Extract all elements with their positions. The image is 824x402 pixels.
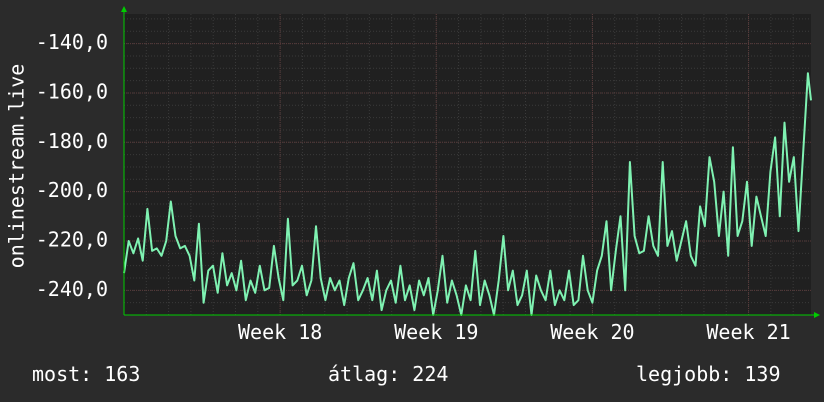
y-tick-labels: -140,0 -160,0 -180,0 -200,0 -220,0 -240,0 [36,30,108,301]
series-line [123,72,812,316]
plot-area [124,14,811,315]
x-tick-label: Week 18 [238,320,322,344]
footer-average: átlag: 224 [328,362,449,386]
x-tick-label: Week 19 [394,320,478,344]
x-tick-label: Week 20 [550,320,634,344]
x-axis-arrow-icon [814,312,820,318]
footer-now: most: 163 [32,362,141,386]
y-tick-label: -220,0 [36,227,108,251]
x-tick-label: Week 21 [706,320,790,344]
y-tick-label: -180,0 [36,129,108,153]
x-tick-labels: Week 18 Week 19 Week 20 Week 21 [238,320,791,344]
y-axis-label: onlinestream.live [5,64,29,269]
y-tick-label: -240,0 [36,277,108,301]
y-tick-label: -140,0 [36,30,108,54]
grid-minor [123,14,811,316]
line-chart: -140,0 -160,0 -180,0 -200,0 -220,0 -240,0 Wee… [5,6,820,344]
footer-best: legjobb: 139 [636,362,781,386]
y-tick-label: -160,0 [36,79,108,103]
y-tick-label: -200,0 [36,178,108,202]
y-axis-arrow-icon [121,6,127,12]
